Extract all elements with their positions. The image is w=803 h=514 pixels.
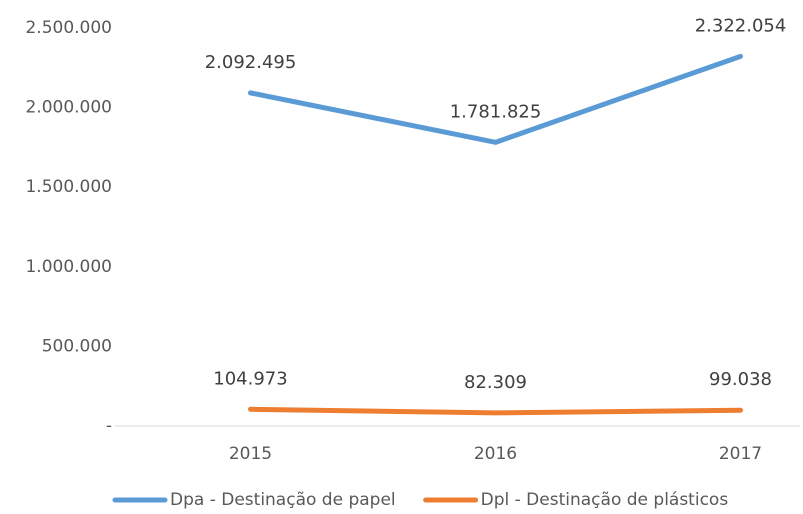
x-tick-label: 2016	[474, 444, 517, 464]
y-tick-label: 2.500.000	[25, 18, 112, 38]
y-tick-label: 2.000.000	[25, 98, 112, 118]
data-label: 104.973	[213, 368, 287, 389]
data-label: 99.038	[709, 369, 772, 390]
y-tick-label: 1.500.000	[25, 177, 112, 197]
series-line	[248, 53, 743, 145]
series-line	[248, 406, 743, 416]
y-tick-label: 1.000.000	[25, 257, 112, 277]
data-label: 2.322.054	[695, 15, 787, 36]
data-label: 2.092.495	[205, 52, 297, 73]
legend-label: Dpa - Destinação de papel	[170, 490, 396, 510]
x-tick-label: 2015	[229, 444, 272, 464]
y-tick-label: -	[106, 416, 112, 436]
y-tick-label: 500.000	[42, 336, 112, 356]
legend-label: Dpl - Destinação de plásticos	[481, 490, 729, 510]
x-tick-label: 2017	[719, 444, 762, 464]
data-label: 82.309	[464, 372, 527, 393]
data-label: 1.781.825	[450, 101, 542, 122]
